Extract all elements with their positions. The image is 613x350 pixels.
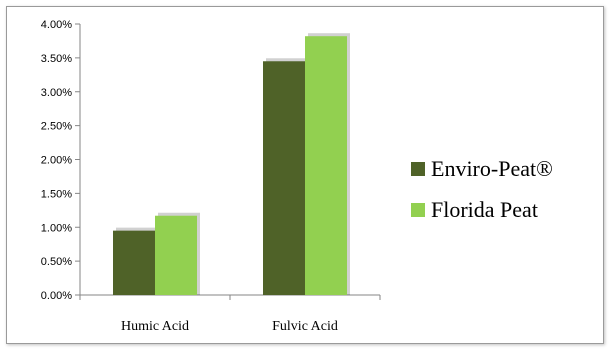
bar-florida-peat xyxy=(155,215,197,295)
bar-enviro-peat xyxy=(113,230,155,295)
y-tick-label: 2.00% xyxy=(41,155,72,167)
y-tick-label: 3.50% xyxy=(41,53,72,65)
legend-label: Florida Peat xyxy=(431,197,538,222)
y-tick-label: 2.50% xyxy=(41,121,72,133)
legend-swatch xyxy=(411,203,425,217)
x-category-label: Fulvic Acid xyxy=(272,319,338,334)
legend-swatch xyxy=(411,162,425,176)
x-category-label: Humic Acid xyxy=(121,319,189,334)
y-tick-label: 3.00% xyxy=(41,87,72,99)
chart-frame: 0.00% 0.50% 1.00% 1.50% 2.00% 2.50% 3.00% 3.50%… xyxy=(6,6,604,344)
y-tick-label: 1.50% xyxy=(41,188,72,200)
y-tick-label: 0.50% xyxy=(41,256,72,268)
bar-florida-peat xyxy=(305,36,347,295)
y-tick-label: 4.00% xyxy=(41,19,72,31)
y-tick-label: 0.00% xyxy=(41,290,72,302)
legend-label: Enviro-Peat® xyxy=(431,156,553,181)
bar-enviro-peat xyxy=(263,61,305,296)
y-tick-label: 1.00% xyxy=(41,222,72,234)
bar-chart: 0.00% 0.50% 1.00% 1.50% 2.00% 2.50% 3.00% 3.50%… xyxy=(41,19,553,334)
